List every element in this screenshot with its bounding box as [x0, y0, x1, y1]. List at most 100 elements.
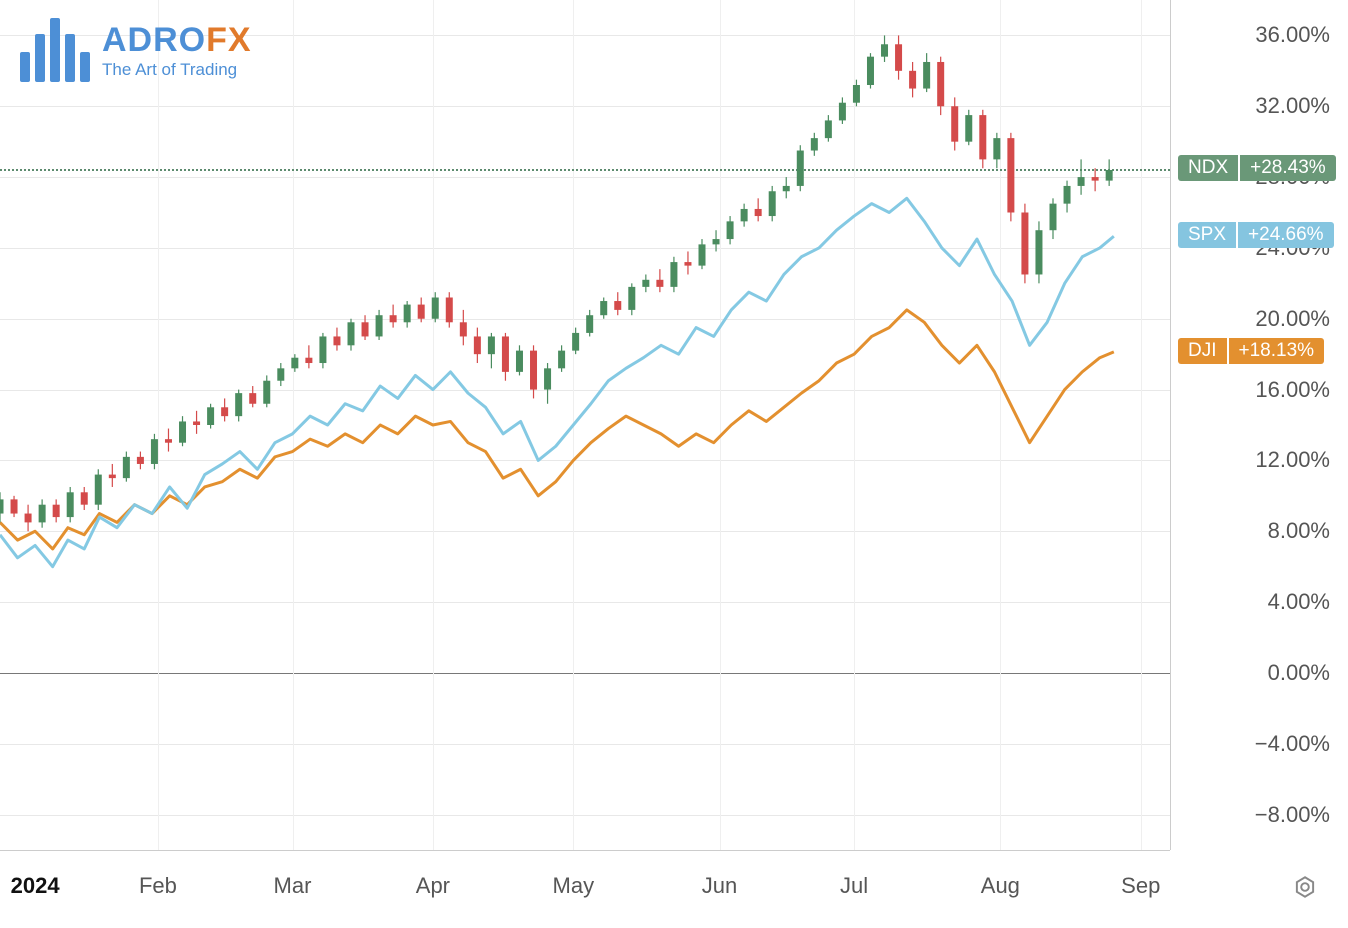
- candle: [741, 209, 748, 221]
- candle: [109, 475, 116, 479]
- candle: [235, 393, 242, 416]
- candle: [221, 407, 228, 416]
- y-tick-label: 20.00%: [1255, 306, 1330, 332]
- candle: [418, 305, 425, 319]
- candle: [1064, 186, 1071, 204]
- candle: [755, 209, 762, 216]
- candle: [895, 44, 902, 71]
- candle: [1035, 230, 1042, 274]
- badge-label: NDX: [1178, 155, 1238, 181]
- candlestick-layer: [0, 0, 1170, 850]
- candle: [333, 336, 340, 345]
- candle: [446, 298, 453, 323]
- y-tick-label: 36.00%: [1255, 22, 1330, 48]
- candle: [305, 358, 312, 363]
- x-tick-label: Jul: [840, 873, 868, 899]
- candle: [390, 315, 397, 322]
- candle: [474, 336, 481, 354]
- y-tick-label: 8.00%: [1268, 518, 1330, 544]
- candle: [670, 262, 677, 287]
- candle: [193, 421, 200, 425]
- candle: [923, 62, 930, 89]
- y-tick-label: 0.00%: [1268, 660, 1330, 686]
- candle: [277, 368, 284, 380]
- badge-value: +28.43%: [1240, 155, 1336, 181]
- candle: [151, 439, 158, 464]
- candle: [544, 368, 551, 389]
- candle: [263, 381, 270, 404]
- candle: [319, 336, 326, 363]
- series-badge-spx[interactable]: SPX+24.66%: [1178, 222, 1334, 248]
- candle: [1106, 170, 1113, 181]
- candle: [207, 407, 214, 425]
- plot-area[interactable]: [0, 0, 1170, 850]
- badge-label: SPX: [1178, 222, 1236, 248]
- x-axis: 2024FebMarAprMayJunJulAugSep: [0, 850, 1170, 928]
- candle: [1050, 204, 1057, 231]
- y-tick-label: −4.00%: [1255, 731, 1330, 757]
- brand-logo: ADROFX The Art of Trading: [20, 18, 252, 82]
- candle: [656, 280, 663, 287]
- y-axis: −8.00% −4.00% 0.00% 4.00% 8.00% 12.00% 16.00% 2…: [1170, 0, 1348, 850]
- x-tick-label: Apr: [416, 873, 450, 899]
- series-badge-ndx[interactable]: NDX+28.43%: [1178, 155, 1336, 181]
- candle: [81, 492, 88, 504]
- candle: [867, 57, 874, 85]
- x-tick-label: Feb: [139, 873, 177, 899]
- x-tick-label: Aug: [981, 873, 1020, 899]
- candle: [628, 287, 635, 310]
- logo-bars-icon: [20, 18, 90, 82]
- candle: [362, 322, 369, 336]
- candle: [600, 301, 607, 315]
- badge-value: +24.66%: [1238, 222, 1334, 248]
- candle: [586, 315, 593, 333]
- candle: [179, 421, 186, 442]
- candle: [572, 333, 579, 351]
- x-tick-label: Mar: [274, 873, 312, 899]
- candle: [825, 120, 832, 138]
- candle: [137, 457, 144, 464]
- candle: [502, 336, 509, 371]
- candle: [249, 393, 256, 404]
- badge-label: DJI: [1178, 338, 1227, 364]
- settings-icon[interactable]: [1292, 874, 1318, 900]
- chart-container: ADROFX The Art of Trading −8.00% −4.00% 0.…: [0, 0, 1348, 928]
- candle: [165, 439, 172, 443]
- series-badge-dji[interactable]: DJI+18.13%: [1178, 338, 1324, 364]
- candle: [713, 239, 720, 244]
- candle: [516, 351, 523, 372]
- y-tick-label: 12.00%: [1255, 447, 1330, 473]
- x-tick-label: May: [553, 873, 595, 899]
- candle: [95, 475, 102, 505]
- logo-title: ADROFX: [102, 21, 252, 60]
- candle: [642, 280, 649, 287]
- candle: [25, 514, 32, 523]
- candle: [11, 499, 18, 513]
- candle: [769, 191, 776, 216]
- candle: [530, 351, 537, 390]
- candle: [965, 115, 972, 142]
- candle: [376, 315, 383, 336]
- x-tick-label: Sep: [1121, 873, 1160, 899]
- y-tick-label: 4.00%: [1268, 589, 1330, 615]
- logo-title-part2: FX: [206, 21, 251, 59]
- badge-value: +18.13%: [1229, 338, 1325, 364]
- candle: [1078, 177, 1085, 186]
- candle: [558, 351, 565, 369]
- candle: [0, 499, 4, 513]
- candle: [1021, 213, 1028, 275]
- y-tick-label: −8.00%: [1255, 802, 1330, 828]
- y-tick-label: 16.00%: [1255, 377, 1330, 403]
- candle: [951, 106, 958, 141]
- candle: [291, 358, 298, 369]
- x-tick-label: Jun: [702, 873, 737, 899]
- candle: [123, 457, 130, 478]
- candle: [881, 44, 888, 56]
- candle: [1092, 177, 1099, 181]
- candle: [404, 305, 411, 323]
- candle: [614, 301, 621, 310]
- candle: [993, 138, 1000, 159]
- candle: [348, 322, 355, 345]
- candle: [67, 492, 74, 517]
- candle: [432, 298, 439, 319]
